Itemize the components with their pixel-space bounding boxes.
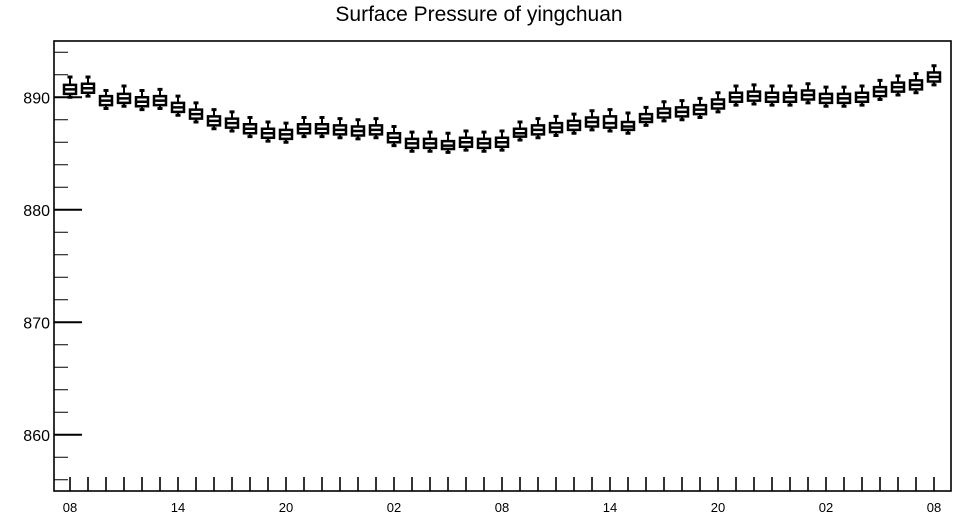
box-plot-11 — [260, 120, 276, 143]
box-plot-8 — [206, 108, 222, 131]
y-tick-label: 860 — [23, 428, 50, 445]
y-tick-label: 870 — [23, 315, 50, 332]
box-plot-20 — [422, 130, 438, 153]
x-tick-label: 02 — [819, 500, 833, 515]
box-plot-25 — [512, 120, 528, 142]
x-tick-label: 08 — [63, 500, 77, 515]
box-plot-48 — [926, 64, 942, 87]
box-plot-21 — [440, 131, 456, 154]
box-plot-41 — [800, 82, 816, 105]
box-plot-33 — [656, 100, 672, 123]
box-plot-18 — [386, 125, 402, 148]
y-tick-label: 890 — [23, 90, 50, 107]
box-plot-3 — [116, 84, 132, 108]
box-plot-14 — [314, 116, 330, 139]
boxes-layer — [62, 64, 942, 154]
box-plot-17 — [368, 117, 384, 140]
box-plot-30 — [602, 108, 618, 133]
chart-title: Surface Pressure of yingchuan — [335, 3, 623, 26]
box-plot-6 — [170, 94, 186, 117]
box-plot-44 — [854, 84, 870, 107]
x-tick-label: 08 — [495, 500, 509, 515]
box-plot-10 — [242, 116, 258, 139]
box-plot-5 — [152, 87, 168, 110]
box-plot-36 — [710, 91, 726, 114]
box-plot-4 — [134, 89, 150, 112]
box-plot-13 — [296, 116, 312, 139]
box-plot-43 — [836, 85, 852, 108]
box-plot-27 — [548, 114, 564, 137]
box-plot-32 — [638, 105, 654, 127]
box-plot-42 — [818, 85, 834, 108]
box-plot-2 — [98, 89, 114, 110]
box-plot-15 — [332, 117, 348, 140]
box-plot-35 — [692, 96, 708, 119]
box-plot-0 — [62, 75, 78, 99]
box-plot-26 — [530, 117, 546, 140]
x-tick-label: 08 — [927, 500, 941, 515]
box-plot-24 — [494, 129, 510, 152]
box-plot-12 — [278, 121, 294, 144]
box-plot-22 — [458, 129, 474, 152]
x-tick-label: 02 — [387, 500, 401, 515]
axes-layer: 860 870 880 890 08 14 20 02 08 14 20 02 08 — [23, 51, 941, 515]
box-plot-1 — [80, 75, 96, 98]
box-plot-23 — [476, 130, 492, 153]
box-plot-16 — [350, 118, 366, 141]
x-tick-label: 20 — [711, 500, 725, 515]
box-plot-34 — [674, 99, 690, 122]
x-tick-label: 14 — [171, 500, 185, 515]
box-plot-19 — [404, 130, 420, 153]
x-tick-label: 20 — [279, 500, 293, 515]
box-plot-9 — [224, 110, 240, 133]
box-plot-29 — [584, 109, 600, 132]
plot-frame — [53, 40, 952, 492]
box-plot-45 — [872, 78, 888, 101]
x-tick-label: 14 — [603, 500, 617, 515]
box-plot-28 — [566, 112, 582, 135]
y-tick-label: 880 — [23, 203, 50, 220]
box-plot-37 — [728, 84, 744, 107]
box-plot-31 — [620, 111, 636, 135]
box-plot-46 — [890, 74, 906, 97]
box-plot-47 — [908, 72, 924, 95]
box-plot-40 — [782, 84, 798, 107]
box-plot-38 — [746, 83, 762, 106]
box-plot-7 — [188, 101, 204, 124]
box-plot-39 — [764, 84, 780, 107]
